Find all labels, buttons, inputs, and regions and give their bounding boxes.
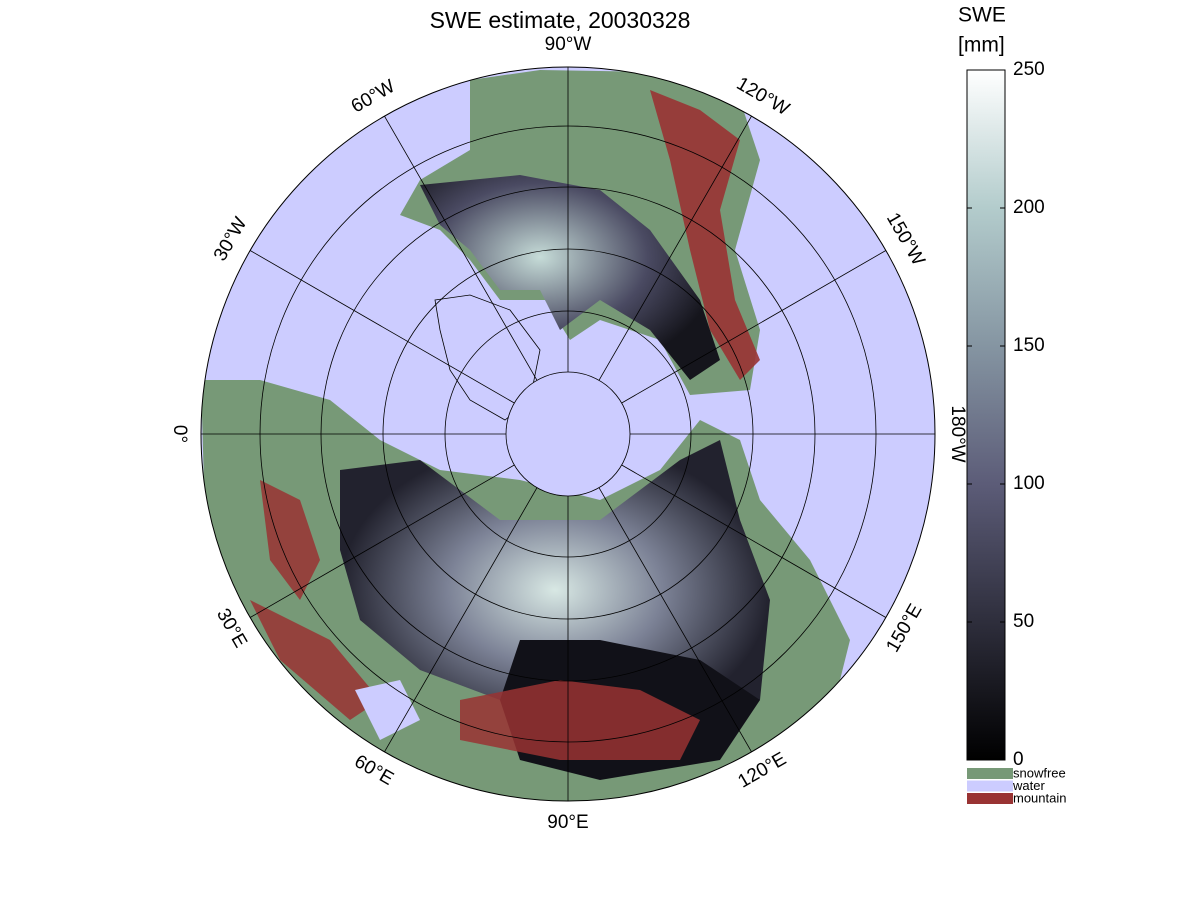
meridian	[249, 250, 515, 404]
meridian	[621, 250, 887, 404]
category-swatch	[967, 780, 1013, 792]
longitude-label: 0°	[169, 425, 190, 443]
mountain-south	[250, 600, 380, 720]
category-swatch	[967, 768, 1013, 779]
colorbar-tick-label: 200	[1013, 197, 1045, 218]
pole-hole	[506, 372, 630, 496]
category-label: water	[1012, 778, 1045, 793]
longitude-label: 30°E	[212, 605, 251, 651]
meridian	[384, 487, 538, 753]
longitude-label: 60°W	[348, 76, 399, 118]
longitude-label: 60°E	[351, 751, 397, 790]
colorbar-tick-label: 250	[1013, 59, 1045, 80]
longitude-label: 180°W	[947, 405, 968, 462]
snow-cover-na	[420, 175, 720, 380]
colorbar-tick-label: 150	[1013, 335, 1045, 356]
longitude-label: 90°E	[547, 812, 588, 833]
map-area	[201, 67, 935, 801]
colorbar-label: [mm]	[958, 34, 1005, 57]
colorbar-tick-label: 100	[1013, 473, 1045, 494]
category-swatch	[967, 793, 1013, 804]
category-label: snowfree	[1013, 765, 1066, 780]
meridian	[598, 487, 752, 753]
colorbar: SWE [mm] 0 50 100 150 200 250 snowfreewatermount…	[958, 4, 1066, 806]
meridian	[384, 115, 538, 381]
map-border	[200, 66, 936, 802]
mountain-asia	[460, 680, 700, 760]
meridian	[598, 115, 752, 381]
meridian	[621, 464, 887, 618]
meridian	[249, 464, 515, 618]
longitude-label: 30°W	[210, 214, 252, 265]
colorbar-tick-label: 50	[1013, 611, 1034, 632]
mountain-europe	[260, 480, 320, 600]
colorbar-tick-label: 0	[1013, 749, 1024, 770]
title: SWE estimate, 20030328	[430, 7, 691, 33]
longitude-label: 90°W	[545, 34, 592, 55]
colorbar-gradient	[966, 69, 1006, 761]
mountain-na	[650, 90, 760, 380]
category-label: mountain	[1013, 790, 1066, 805]
colorbar-label: SWE	[958, 4, 1006, 27]
graticule	[201, 67, 935, 801]
